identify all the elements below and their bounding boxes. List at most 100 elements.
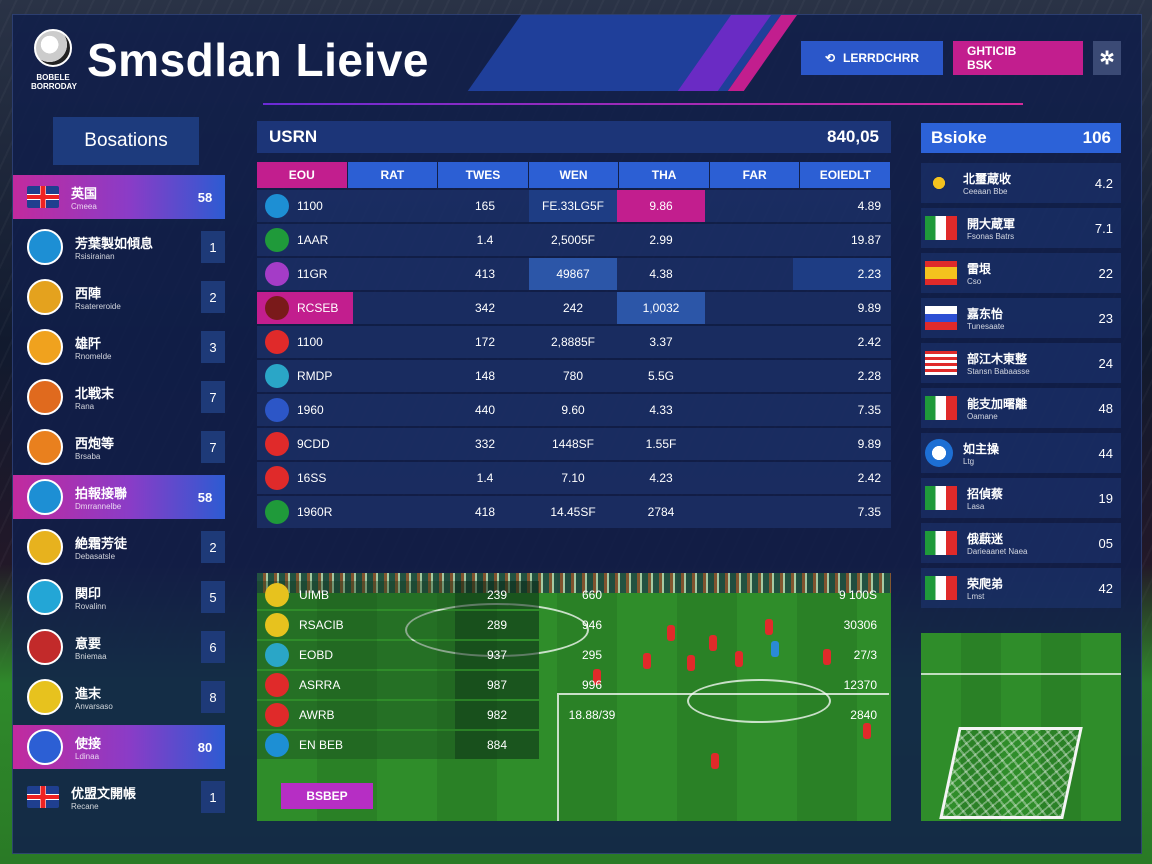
right-item-sub: Lasa: [967, 502, 985, 511]
eu-stars-flag-icon: [925, 169, 953, 197]
table-cell: 1,0032: [617, 292, 705, 324]
pitch-stat-value-3: 2840: [850, 708, 877, 722]
italy-flag-icon: [925, 576, 957, 600]
right-list-item[interactable]: 部江木東整 Stansn Babaasse 24: [921, 343, 1121, 383]
column-header[interactable]: RAT: [347, 162, 438, 188]
player: [823, 649, 831, 665]
table-row[interactable]: RMDP 148 780 5.5G 2.28: [257, 360, 891, 392]
right-list-item[interactable]: 開大蔵軍 Fsonas Batrs 7.1: [921, 208, 1121, 248]
column-header[interactable]: THA: [619, 162, 709, 188]
column-header[interactable]: WEN: [528, 162, 619, 188]
table-row[interactable]: RCSEB 342 242 1,0032 9.89: [257, 292, 891, 324]
sidebar-item-name: 雄阡: [75, 336, 102, 351]
sidebar-item-name: 西炮等: [75, 436, 115, 451]
right-list-item[interactable]: 俄蕻迷 Darieaanet Naea 05: [921, 523, 1121, 563]
stats-button[interactable]: GHTICIB BSK: [953, 41, 1083, 75]
settings-button[interactable]: ✲: [1093, 41, 1121, 75]
sidebar-item[interactable]: 関印 Rovalinn 5: [13, 575, 225, 619]
player: [771, 641, 779, 657]
club-crest-icon: [27, 379, 63, 415]
table-row[interactable]: 1AAR 1.4 2,5005F 2.99 19.87: [257, 224, 891, 256]
table-row[interactable]: 1100 165 FE.33LG5F 9.86 4.89: [257, 190, 891, 222]
football-icon: [34, 29, 72, 67]
right-item-sub: Cso: [967, 277, 982, 286]
right-list-item[interactable]: 北璽蔵收 Ceeaan Bbe 4.2: [921, 163, 1121, 203]
right-item-name: 如主操: [963, 442, 1000, 456]
dashboard-frame: BOBELE BORRODAY Smsdlan Lieive ⟲ LERRDCH…: [12, 14, 1142, 854]
pitch-stat-value-3: 9 100S: [838, 588, 877, 602]
sidebar-item-text: 优盟文開帳 Recane: [71, 783, 191, 811]
sidebar-list: 英国 Cmeea 58 芳葉製如傾息 Rsisirainan 1 西陣 Rsatereroid…: [13, 175, 225, 825]
pitch-stat-label-cell: EN BEB: [257, 731, 455, 759]
team-code: 11GR: [297, 267, 328, 281]
table-row[interactable]: 16SS 1.4 7.10 4.23 2.42: [257, 462, 891, 494]
page-button[interactable]: BSBEP: [281, 783, 373, 809]
pitch-stat-label: EN BEB: [299, 738, 344, 752]
pitch-stat-row[interactable]: UIMB 239 660 9 100S: [257, 581, 891, 609]
pitch-stat-value-3: 27/3: [853, 648, 877, 662]
italy-flag-icon: [925, 216, 957, 240]
team-code: RMDP: [297, 369, 333, 383]
sidebar-item[interactable]: 英国 Cmeea 58: [13, 175, 225, 219]
column-header[interactable]: EOIEDLT: [800, 162, 891, 188]
table-row[interactable]: 1960R 418 14.45SF 2784 7.35: [257, 496, 891, 528]
right-item-name: 能支加曙離: [967, 397, 1028, 411]
table-row[interactable]: 11GR 413 49867 4.38 2.23: [257, 258, 891, 290]
right-item-name: 嘉东怡: [967, 307, 1004, 321]
sidebar-item-rank: 58: [197, 189, 213, 205]
pitch-stat-row[interactable]: AWRB 982 18.88/39 2840: [257, 701, 891, 729]
sidebar-item[interactable]: 雄阡 Rnomelde 3: [13, 325, 225, 369]
right-list-item[interactable]: 雷垠 Cso 22: [921, 253, 1121, 293]
table-row[interactable]: 9CDD 332 1448SF 1.55F 9.89: [257, 428, 891, 460]
table-cell: 418: [474, 505, 496, 519]
right-list-item[interactable]: 能支加曙離 Oamane 48: [921, 388, 1121, 428]
sidebar-item[interactable]: 北戦末 Rana 7: [13, 375, 225, 419]
table-row[interactable]: 1960 440 9.60 4.33 7.35: [257, 394, 891, 426]
sidebar-item[interactable]: 意要 Bniemaa 6: [13, 625, 225, 669]
sidebar-item[interactable]: 西炮等 Brsaba 7: [13, 425, 225, 469]
right-list-item[interactable]: 荣爬弟 Lmst 42: [921, 568, 1121, 608]
club-crest-icon: [265, 262, 289, 286]
sidebar-item-rank: 2: [201, 281, 225, 313]
right-item-text: 雷垠 Cso: [967, 260, 991, 286]
pitch-stat-row[interactable]: RSACIB 289 946 30306: [257, 611, 891, 639]
sidebar-item[interactable]: 芳葉製如傾息 Rsisirainan 1: [13, 225, 225, 269]
right-item-sub: Ltg: [963, 457, 975, 466]
sidebar-item-name: 优盟文開帳: [71, 786, 137, 801]
right-list-item[interactable]: 如主操 Ltg 44: [921, 433, 1121, 473]
right-item-sub: Darieaanet Naea: [967, 547, 1028, 556]
table-cell: [705, 326, 793, 358]
right-item-text: 俄蕻迷 Darieaanet Naea: [967, 530, 1027, 556]
pitch-stat-row[interactable]: ASRRA 987 996 12370: [257, 671, 891, 699]
sidebar-item[interactable]: 進末 Anvarsaso 8: [13, 675, 225, 719]
table-cell: 9.89: [857, 437, 881, 451]
column-header[interactable]: EOU: [257, 162, 347, 188]
pitch-stat-row[interactable]: EOBD 937 295 27/3: [257, 641, 891, 669]
right-list-item[interactable]: 嘉东怡 Tunesaate 23: [921, 298, 1121, 338]
sidebar-item[interactable]: 絶霜芳徒 Debasatsle 2: [13, 525, 225, 569]
sidebar-item-sub: Rnomelde: [75, 352, 112, 361]
right-item-sub: Lmst: [967, 592, 985, 601]
table-cell: [705, 190, 793, 222]
table-cell: RMDP: [257, 360, 353, 392]
page-title: Smsdlan Lieive: [87, 34, 429, 86]
sidebar-item[interactable]: 使接 Ldinaa 80: [13, 725, 225, 769]
pitch-panel: UIMB 239 660 9 100S RSACIB 289 946 30306 EOBD 937…: [257, 573, 891, 821]
club-crest-icon: [265, 330, 289, 354]
sidebar-item[interactable]: 拍報接聯 Dmrrannelbe 58: [13, 475, 225, 519]
club-crest-icon: [27, 729, 63, 765]
live-button[interactable]: ⟲ LERRDCHRR: [801, 41, 943, 75]
column-header[interactable]: FAR: [709, 162, 800, 188]
table-cell: 2.42: [857, 335, 881, 349]
sidebar-item[interactable]: 优盟文開帳 Recane 1: [13, 775, 225, 819]
table-cell: 49867: [529, 258, 617, 290]
player: [687, 655, 695, 671]
italy-flag-icon: [925, 396, 957, 420]
sidebar-item[interactable]: 西陣 Rsatereroide 2: [13, 275, 225, 319]
column-header[interactable]: TWES: [438, 162, 528, 188]
right-list-item[interactable]: 招偵蔡 Lasa 19: [921, 478, 1121, 518]
pitch-stat-row[interactable]: EN BEB 884: [257, 731, 891, 759]
pitch-stat-label: EOBD: [299, 648, 334, 662]
table-row[interactable]: 1100 172 2,8885F 3.37 2.42: [257, 326, 891, 358]
table-cell: 165: [474, 199, 496, 213]
